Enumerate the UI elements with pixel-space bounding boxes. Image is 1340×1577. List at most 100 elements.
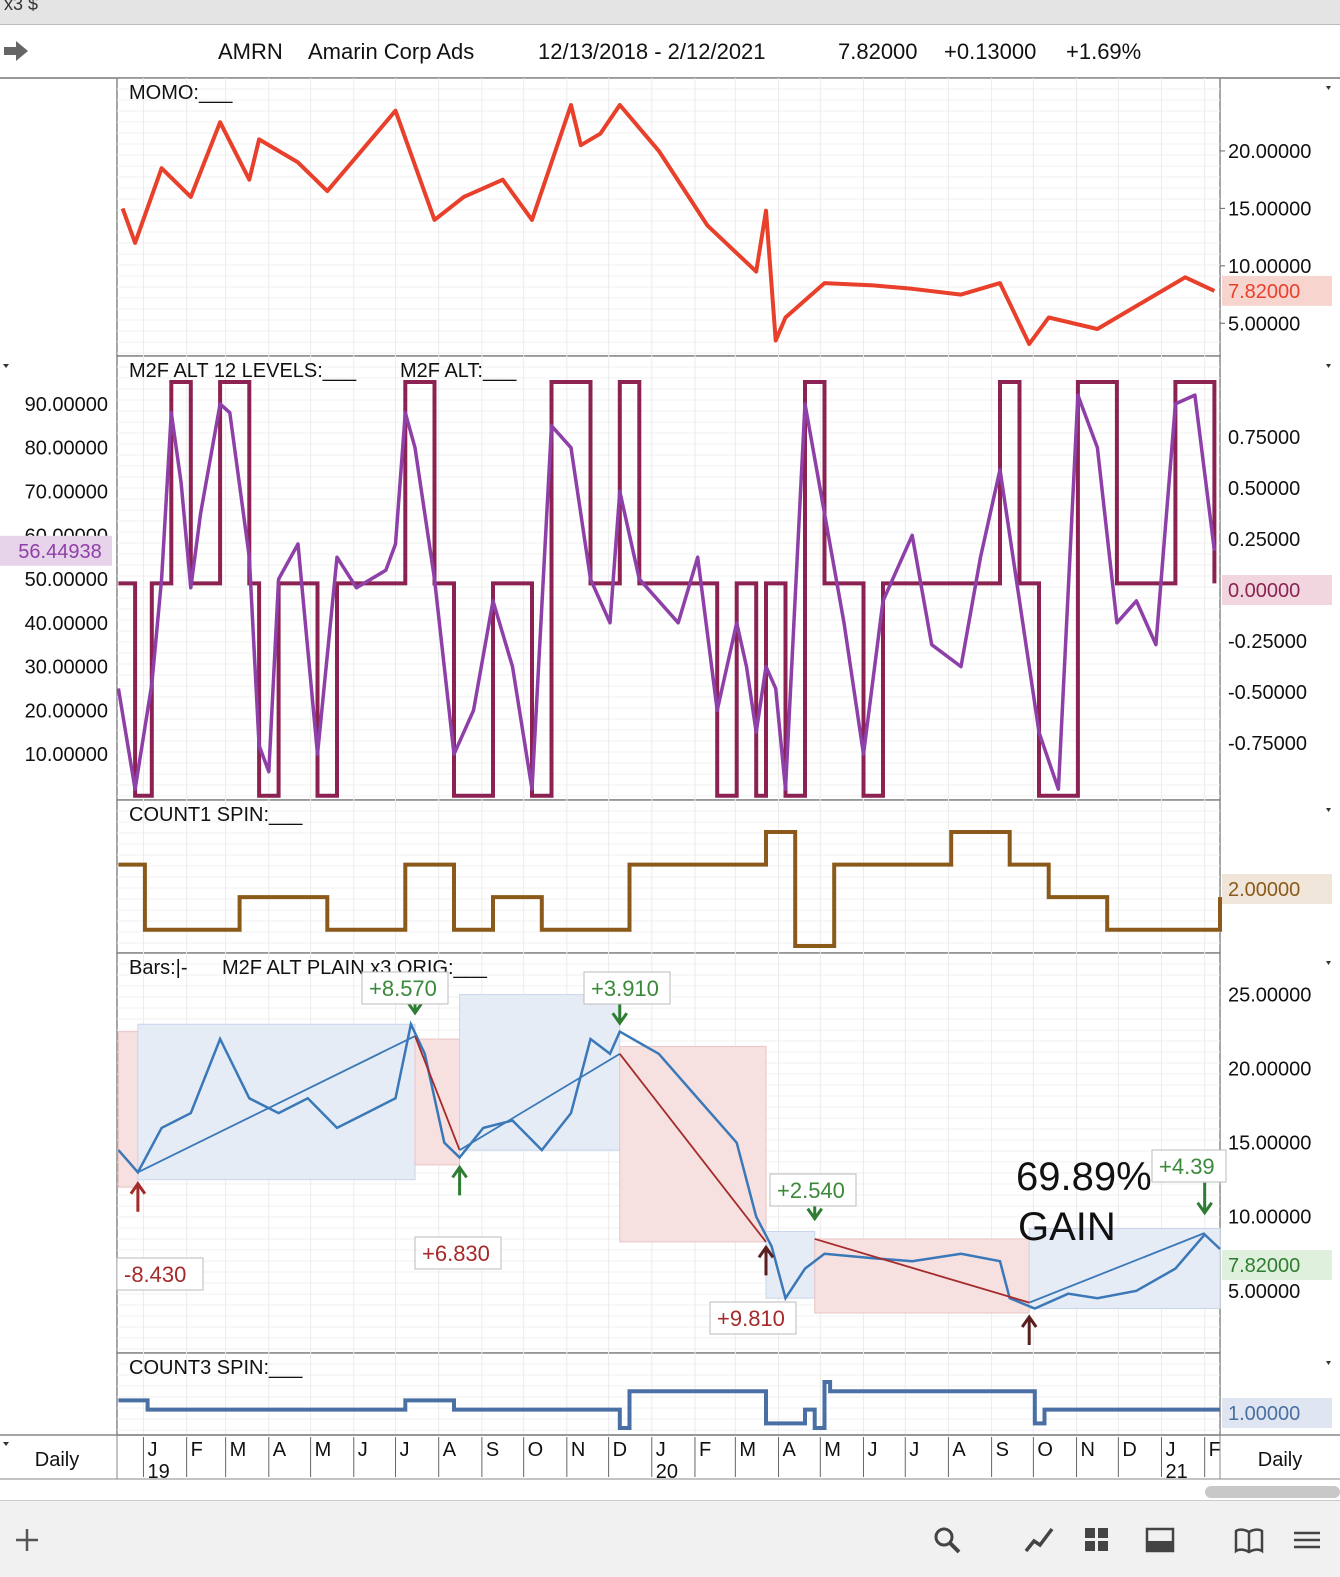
month-tick-label: J (909, 1439, 919, 1461)
month-tick-label: A (783, 1439, 797, 1461)
trade-zone-down (814, 1238, 1030, 1314)
month-tick-label: D (1122, 1439, 1136, 1461)
forward-arrow-icon[interactable] (2, 39, 30, 63)
line-chart-icon[interactable] (1024, 1525, 1054, 1555)
trade-label: +6.830 (422, 1241, 490, 1266)
month-tick-label: N (1081, 1439, 1095, 1461)
momo-last-value-box (1222, 275, 1332, 306)
top-strip: x3 $ (0, 0, 1340, 25)
chart-area[interactable]: MOMO:___ 5.00000 10.00000 15.00000 20.00000 7… (0, 78, 1340, 1488)
panel-menu-triangle-icon (1326, 1361, 1331, 1365)
panel-icon[interactable] (1145, 1525, 1175, 1555)
panel-frame-2 (116, 355, 1221, 801)
trade-trend-line (459, 1053, 621, 1151)
m2f-alt-label: M2F ALT:___ (400, 360, 517, 382)
book-icon[interactable] (1234, 1525, 1264, 1555)
bottom-toolbar (0, 1500, 1340, 1577)
trade-label: -8.430 (124, 1262, 186, 1287)
m2f-ytick-right: -0.25000 (1228, 631, 1307, 653)
m2f-ytick-left: 40.00000 (25, 613, 108, 635)
panel-menu-triangle-icon (3, 364, 9, 368)
month-tick-label: F (191, 1439, 203, 1461)
month-tick-label: S (996, 1439, 1009, 1461)
chart-header: AMRN Amarin Corp Ads 12/13/2018 - 2/12/2… (0, 25, 1340, 79)
m2f-ytick-right: -0.75000 (1228, 733, 1307, 755)
trade-trend-line (137, 1035, 416, 1174)
last-price: 7.82000 (838, 39, 918, 64)
momo-ytick: 20.00000 (1228, 141, 1311, 163)
panel-menu-triangle-icon (1326, 808, 1331, 812)
bars-last-value-box (1222, 1250, 1332, 1280)
month-tick-label: J (867, 1439, 877, 1461)
month-tick-label: A (273, 1439, 287, 1461)
bars-ytick: 20.00000 (1228, 1059, 1311, 1081)
momo-ytick: 10.00000 (1228, 256, 1311, 278)
count1-last-value: 2.00000 (1228, 879, 1300, 901)
m2f-ytick-right: 0.50000 (1228, 478, 1300, 500)
count1-label: COUNT1 SPIN:___ (129, 804, 303, 826)
top-strip-text: x3 $ (4, 0, 39, 14)
m2f-last-value-right: 0.00000 (1228, 580, 1300, 602)
m2f-last-value-left-box (0, 535, 112, 566)
m2f-ytick-left: 10.00000 (25, 744, 108, 766)
count3-last-value: 1.00000 (1228, 1403, 1300, 1425)
period-label-right: Daily (1258, 1449, 1302, 1471)
m2f-levels-line (118, 380, 1217, 798)
trade-label: +3.910 (591, 976, 659, 1001)
year-tick-label: 20 (656, 1461, 678, 1483)
trade-label: +9.810 (717, 1306, 785, 1331)
trade-label-box (414, 1236, 502, 1270)
trade-trend-line (1028, 1232, 1206, 1304)
trade-zone-down (414, 1038, 461, 1166)
plus-icon[interactable] (12, 1525, 42, 1555)
horizontal-scrollbar[interactable] (1205, 1486, 1340, 1498)
m2f-ytick-left: 70.00000 (25, 481, 108, 503)
panel-menu-triangle-icon (1326, 364, 1331, 368)
m2f-ytick-left: 90.00000 (25, 394, 108, 416)
grid-icon[interactable] (1082, 1525, 1112, 1555)
bars-label: Bars:|- (129, 957, 188, 979)
month-tick-label: A (443, 1439, 457, 1461)
panel-frame-1 (116, 78, 1221, 357)
trade-label-box (361, 971, 449, 1005)
m2f-last-value-right-box (1222, 575, 1332, 605)
month-tick-label: F (1209, 1439, 1221, 1461)
m2f-alt-line (116, 393, 1217, 791)
trade-label-box (116, 1257, 204, 1291)
trade-label: +8.570 (369, 976, 437, 1001)
trade-arrow-up-icon (757, 1244, 775, 1276)
month-tick-label: J (358, 1439, 368, 1461)
year-tick-label: 21 (1166, 1461, 1188, 1483)
momo-line (120, 103, 1216, 346)
momo-ytick: 5.00000 (1228, 313, 1300, 335)
bars-ytick: 25.00000 (1228, 985, 1311, 1007)
trade-zone-down (117, 1031, 139, 1188)
trade-zone-up (765, 1231, 816, 1299)
m2f-levels-label: M2F ALT 12 LEVELS:___ (129, 360, 357, 382)
month-tick-label: A (952, 1439, 966, 1461)
count3-last-value-box (1222, 1398, 1332, 1428)
count1-line (118, 830, 1222, 948)
trade-zone-up (459, 994, 621, 1151)
company-name: Amarin Corp Ads (308, 39, 475, 64)
search-icon[interactable] (932, 1525, 962, 1555)
trade-label-box (769, 1173, 857, 1207)
gain-percent-annotation: 69.89% (1016, 1155, 1152, 1199)
gain-word-annotation: GAIN (1018, 1205, 1116, 1249)
count3-label: COUNT3 SPIN:___ (129, 1357, 303, 1379)
trade-label-box (709, 1301, 797, 1335)
bars-ytick: 10.00000 (1228, 1207, 1311, 1229)
m2f-ytick-left: 50.00000 (25, 569, 108, 591)
month-tick-label: D (613, 1439, 627, 1461)
menu-icon[interactable] (1292, 1525, 1322, 1555)
month-tick-label: M (739, 1439, 756, 1461)
date-range: 12/13/2018 - 2/12/2021 (538, 39, 766, 64)
year-tick-label: 19 (147, 1461, 169, 1483)
m2f-ytick-right: 0.25000 (1228, 529, 1300, 551)
month-tick-label: O (1037, 1439, 1053, 1461)
bars-last-value: 7.82000 (1228, 1255, 1300, 1277)
trade-trend-line (814, 1238, 1030, 1304)
trade-label-box (1151, 1149, 1227, 1183)
period-label-left: Daily (35, 1449, 79, 1471)
m2f-ytick-right: 0.75000 (1228, 427, 1300, 449)
